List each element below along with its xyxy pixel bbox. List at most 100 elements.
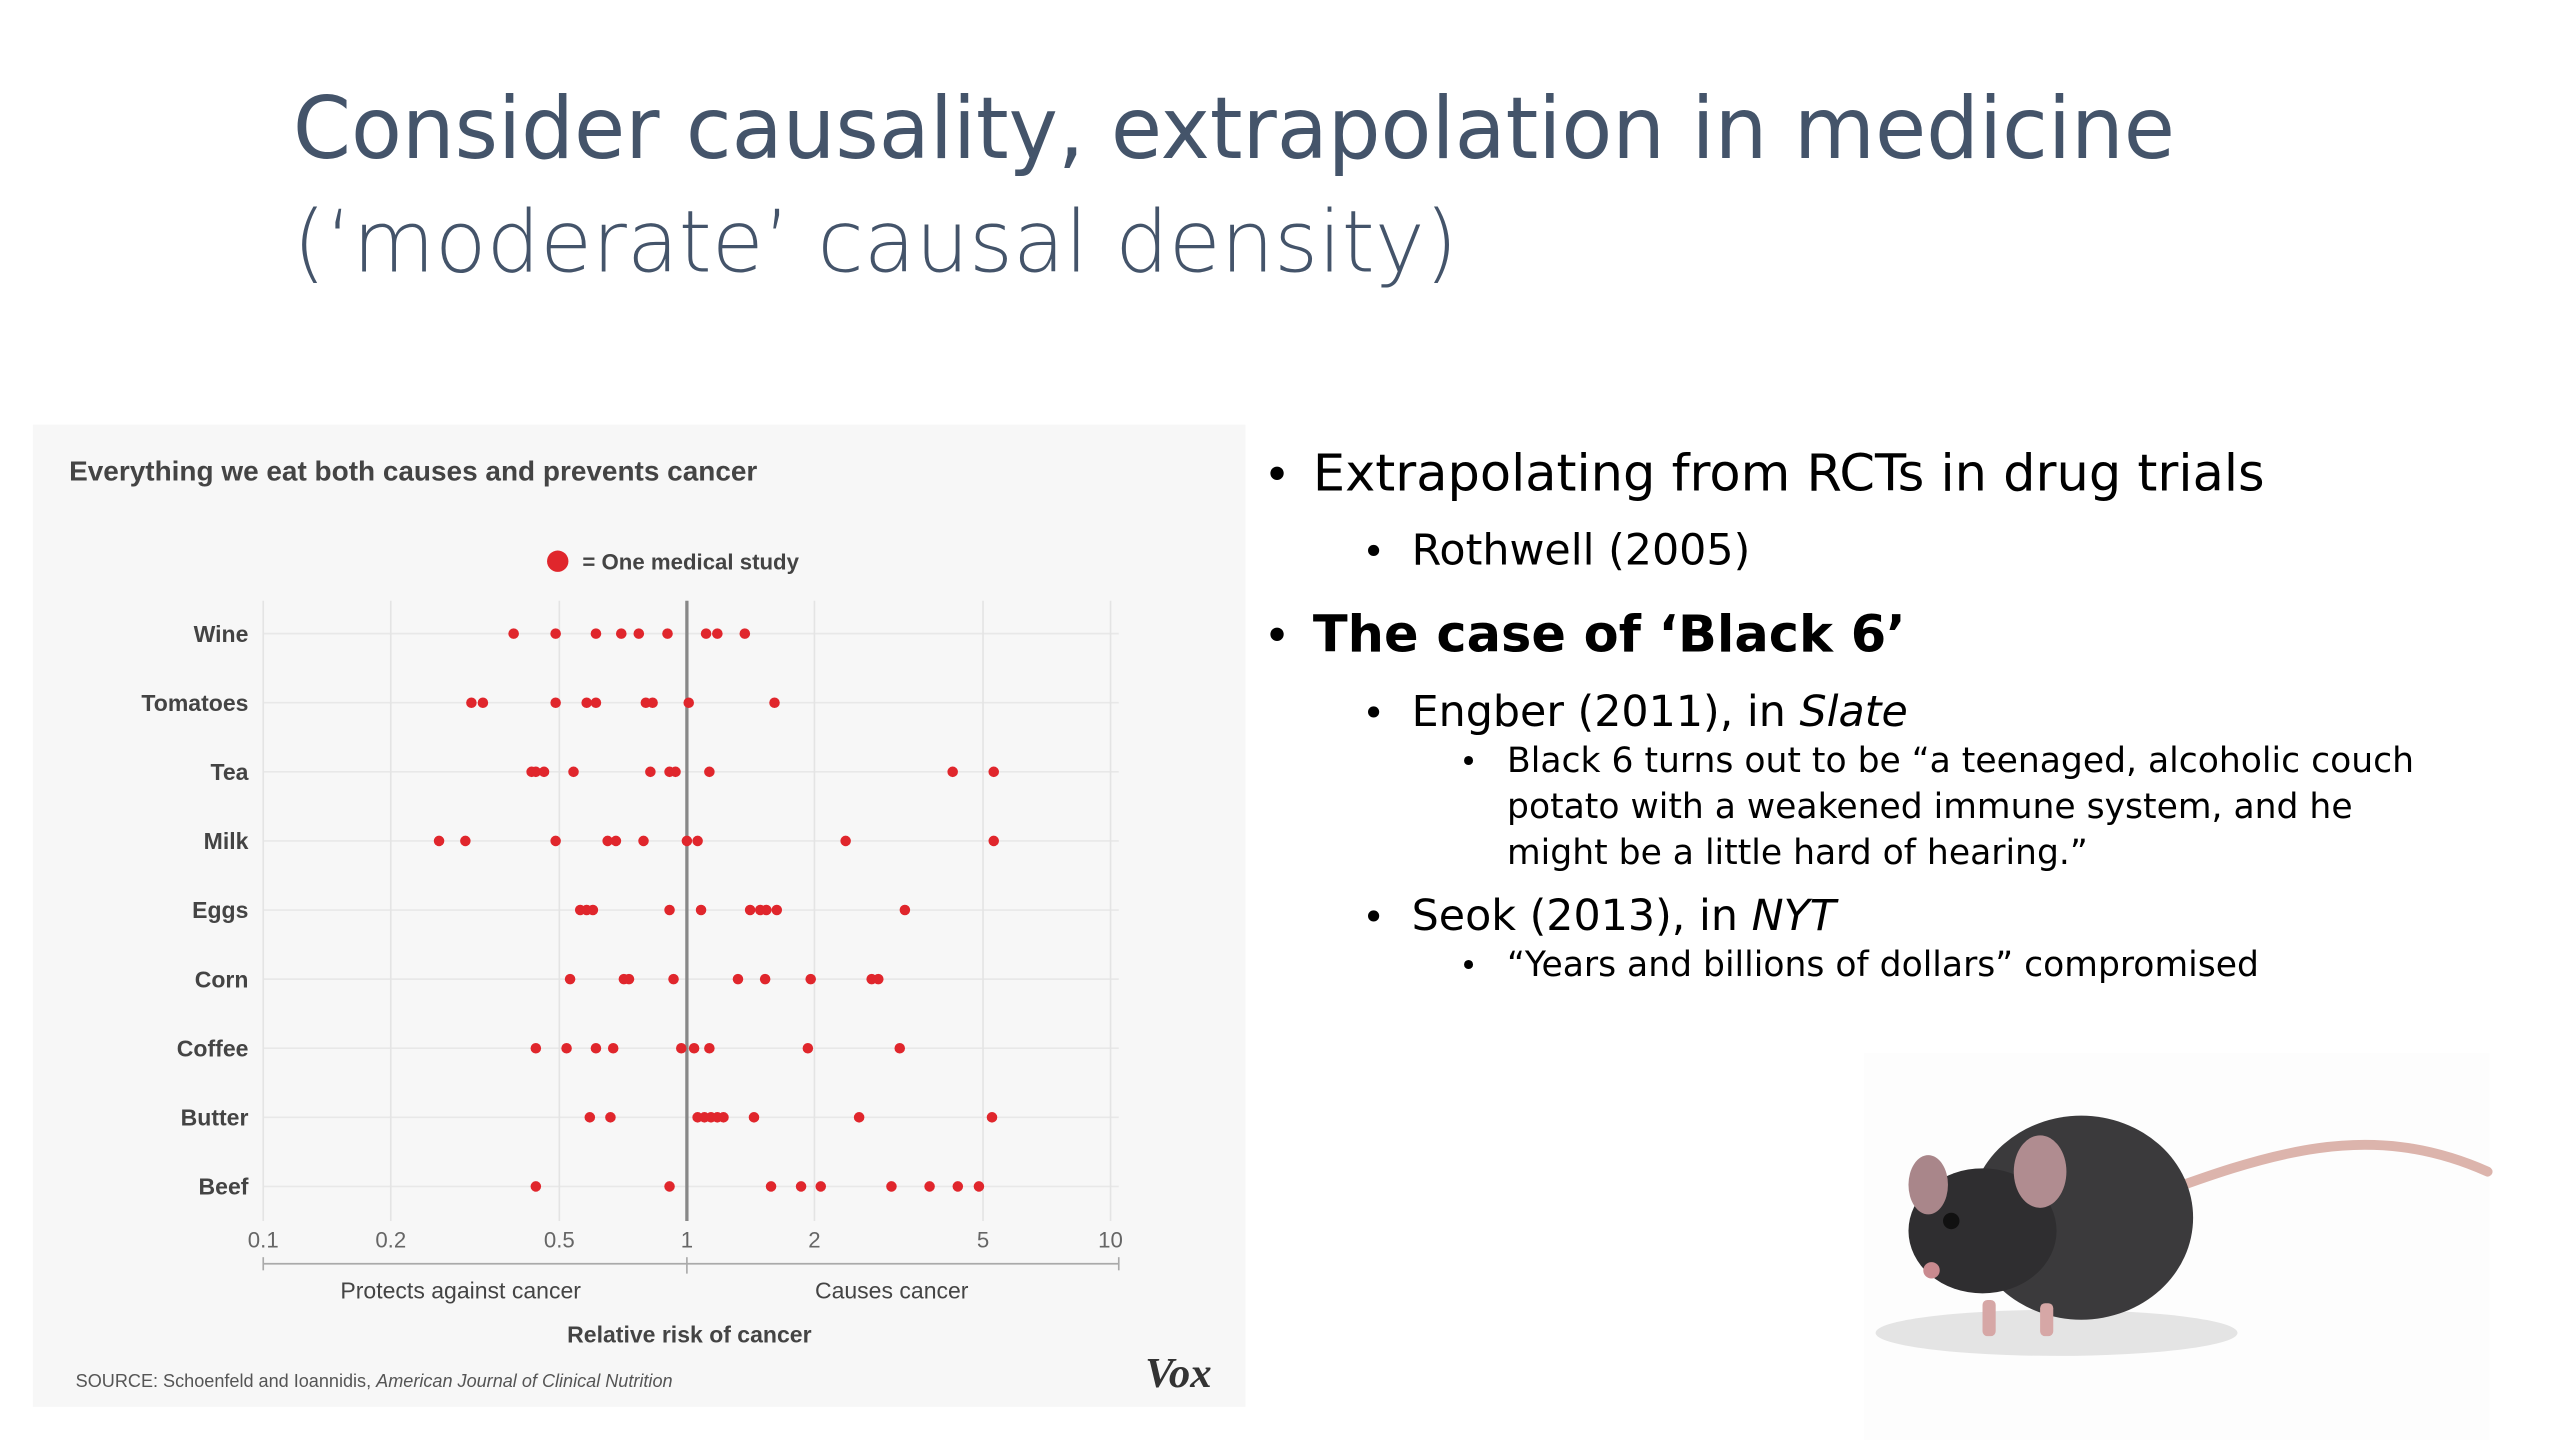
- study-dot: [732, 973, 744, 985]
- study-dot: [739, 628, 751, 639]
- bullet-dot: •: [1264, 609, 1291, 663]
- study-dot: [840, 835, 851, 847]
- study-dot: [692, 835, 703, 847]
- study-dot: [681, 835, 693, 847]
- study-dot: [568, 766, 579, 778]
- study-dot: [761, 904, 772, 916]
- bullet-dot: •: [1362, 691, 1385, 736]
- study-dot: [712, 628, 723, 639]
- bullet-text: Black 6 turns out to be “a teenaged, alc…: [1507, 741, 2414, 781]
- nose: [1923, 1262, 1940, 1279]
- study-dot: [759, 973, 771, 985]
- axis-side-label: Causes cancer: [815, 1277, 969, 1303]
- bullet-dot: •: [1362, 895, 1385, 940]
- chart-panel: [32, 424, 1246, 1407]
- study-dot: [664, 1181, 675, 1192]
- study-dot: [988, 835, 999, 847]
- bullet-text-part: Extrapolating from RCTs in drug trials: [1313, 444, 2265, 503]
- ear: [1908, 1155, 1948, 1215]
- bullet-text: The case of ‘Black 6’: [1313, 606, 1906, 665]
- bullet-text-part: Rothwell (2005): [1412, 526, 1751, 576]
- study-dot: [466, 697, 477, 708]
- y-tick-label: Corn: [195, 966, 249, 992]
- y-tick-label: Butter: [181, 1105, 249, 1131]
- study-dot: [988, 766, 999, 778]
- bullet-dot: •: [1459, 744, 1477, 780]
- study-dot: [460, 835, 471, 847]
- study-dot: [607, 1042, 619, 1054]
- study-dot: [894, 1042, 906, 1054]
- study-dot: [538, 766, 550, 778]
- study-dot: [587, 904, 599, 916]
- study-dot: [899, 904, 911, 916]
- bullet-dot: •: [1459, 948, 1477, 984]
- x-tick-label: 2: [808, 1227, 820, 1252]
- axis-side-label: Protects against cancer: [340, 1277, 581, 1303]
- study-dot: [605, 1112, 616, 1123]
- x-tick-label: 0.1: [248, 1227, 279, 1252]
- legend-swatch: [547, 550, 569, 572]
- bullet-text-part: The case of ‘Black 6’: [1313, 606, 1906, 665]
- study-dot: [530, 766, 542, 778]
- bullet-text: might be a little hard of hearing.”: [1507, 833, 2088, 873]
- study-dot: [590, 1042, 602, 1054]
- bullet-text-part: Seok (2013), in: [1412, 891, 1752, 941]
- study-dot: [688, 1042, 700, 1054]
- study-dot: [602, 835, 613, 847]
- study-dot: [802, 1042, 814, 1054]
- tail: [2133, 1139, 2493, 1207]
- study-dot: [638, 835, 649, 847]
- study-dot: [718, 1112, 729, 1123]
- study-dot: [564, 973, 576, 985]
- y-tick-label: Eggs: [192, 897, 248, 923]
- x-tick-label: 1: [681, 1227, 693, 1252]
- y-tick-label: Tea: [210, 759, 248, 785]
- bullet-emphasis: Slate: [1800, 687, 1908, 737]
- x-axis-label: Relative risk of cancer: [567, 1322, 811, 1348]
- bullet-emphasis: NYT: [1752, 891, 1839, 941]
- study-dot: [765, 1181, 777, 1192]
- logo: Vox: [1145, 1350, 1212, 1397]
- slide-subtitle: (‘moderate’ causal density): [293, 194, 1458, 293]
- chart-title: Everything we eat both causes and preven…: [69, 456, 757, 487]
- study-dot: [477, 697, 489, 708]
- study-dot: [647, 697, 658, 708]
- study-dot: [433, 835, 445, 847]
- study-dot: [676, 1042, 687, 1054]
- source-text: SOURCE: Schoenfeld and Ioannidis,: [76, 1371, 376, 1391]
- study-dot: [633, 628, 645, 639]
- study-dot: [704, 1042, 715, 1054]
- y-tick-label: Beef: [199, 1174, 249, 1200]
- study-dot: [623, 973, 635, 985]
- study-dot: [873, 973, 884, 985]
- study-dot: [815, 1181, 827, 1192]
- study-dot: [986, 1112, 998, 1123]
- study-dot: [952, 1181, 964, 1192]
- eye: [1943, 1212, 1960, 1230]
- x-tick-label: 0.5: [544, 1227, 575, 1252]
- bullet-dot: •: [1362, 530, 1385, 575]
- bullet-text: “Years and billions of dollars” compromi…: [1507, 945, 2259, 985]
- study-dot: [530, 1042, 542, 1054]
- study-dot: [700, 628, 712, 639]
- study-dot: [886, 1181, 897, 1192]
- ear: [2013, 1135, 2067, 1208]
- study-dot: [795, 1181, 807, 1192]
- study-dot: [584, 1112, 596, 1123]
- bullet-text: Rothwell (2005): [1412, 526, 1751, 576]
- slide-title: Consider causality, extrapolation in med…: [293, 80, 2175, 179]
- study-dot: [947, 766, 958, 778]
- mouse-photo: [1864, 1053, 2493, 1440]
- source-journal: American Journal of Clinical Nutrition: [375, 1371, 672, 1391]
- shadow: [1875, 1309, 2238, 1356]
- study-dot: [610, 835, 622, 847]
- source-note: SOURCE: Schoenfeld and Ioannidis, Americ…: [76, 1371, 673, 1391]
- study-dot: [662, 628, 673, 639]
- study-dot: [670, 766, 681, 778]
- study-dot: [664, 904, 675, 916]
- study-dot: [616, 628, 627, 639]
- bullet-text: Extrapolating from RCTs in drug trials: [1313, 444, 2265, 503]
- x-tick-label: 0.2: [375, 1227, 406, 1252]
